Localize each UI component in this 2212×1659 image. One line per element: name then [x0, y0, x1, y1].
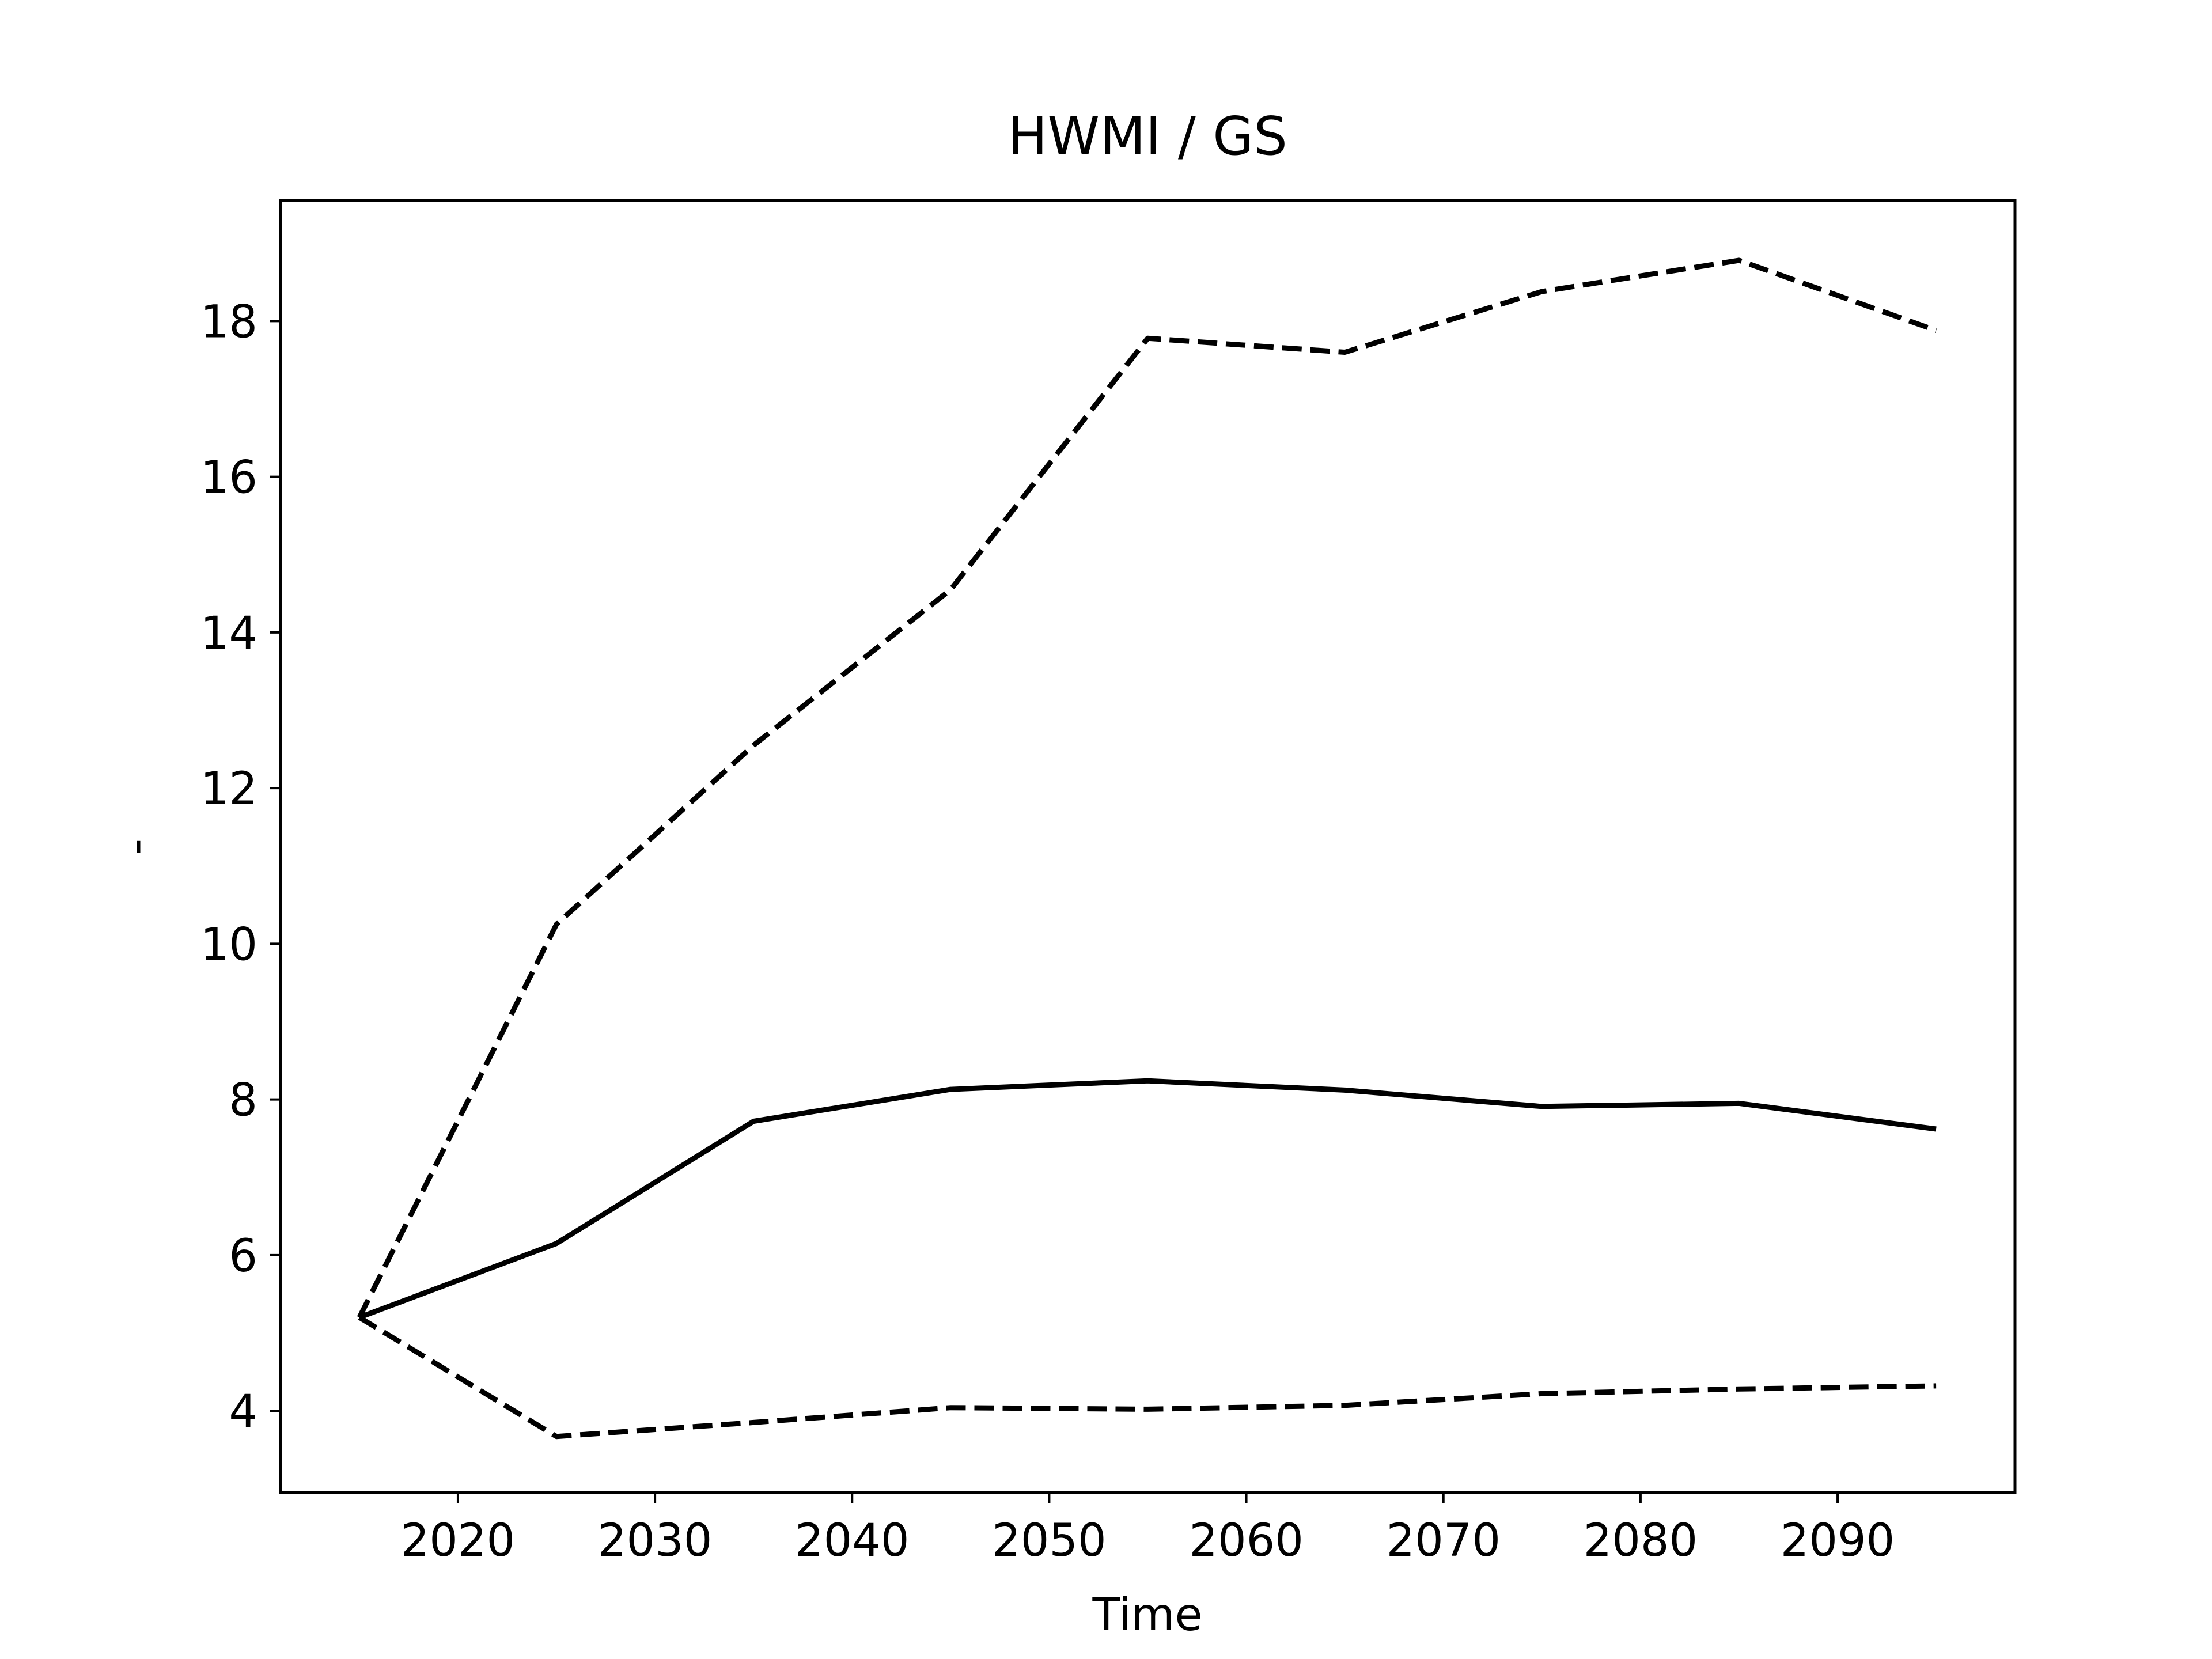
x-tick-label: 2040	[795, 1515, 910, 1567]
y-axis-label: -	[110, 839, 162, 855]
y-tick-label: 16	[200, 452, 257, 504]
plot-area	[357, 257, 1937, 1440]
series-line-1	[358, 1078, 1937, 1320]
x-tick-label: 2070	[1386, 1515, 1501, 1567]
x-tick-label: 2060	[1189, 1515, 1304, 1567]
series-line-3	[358, 1315, 1937, 1440]
plot-frame	[279, 199, 2017, 1494]
y-tick-label: 6	[229, 1230, 257, 1282]
x-tick-label: 2080	[1584, 1515, 1698, 1567]
x-tick-label: 2030	[598, 1515, 713, 1567]
x-tick-label: 2020	[401, 1515, 516, 1567]
y-axis: 4 6 8 10 12 14 16 18	[200, 296, 281, 1438]
x-axis-label: Time	[1092, 1589, 1203, 1641]
x-tick-label: 2050	[992, 1515, 1107, 1567]
series-line-2	[357, 257, 1937, 1319]
y-tick-label: 10	[200, 919, 257, 971]
chart-title: HWMI / GS	[1007, 105, 1287, 167]
x-axis: 2020 2030 2040 2050 2060 2070 2080 2090	[401, 1493, 1895, 1567]
y-tick-label: 12	[200, 763, 257, 815]
x-tick-label: 2090	[1781, 1515, 1895, 1567]
y-tick-label: 4	[229, 1386, 257, 1438]
y-tick-label: 14	[200, 608, 257, 660]
y-tick-label: 8	[229, 1075, 257, 1127]
y-tick-label: 18	[200, 296, 257, 348]
